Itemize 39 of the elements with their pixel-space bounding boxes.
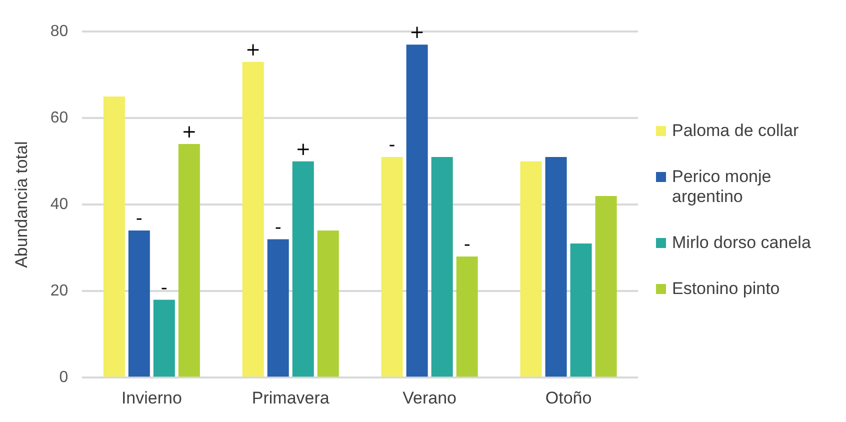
legend-label: Perico monje argentino: [672, 167, 772, 207]
bar: [317, 230, 339, 377]
bar: [103, 96, 125, 377]
data-label: -: [388, 134, 396, 156]
x-tick-label: Otoño: [545, 388, 592, 408]
data-label: -: [160, 277, 168, 298]
x-tick-label: Invierno: [121, 388, 182, 408]
data-label: -: [464, 234, 470, 256]
y-tick-label: 20: [50, 282, 68, 300]
bar: [456, 256, 478, 377]
legend-label: Estonino pinto: [672, 279, 780, 299]
bar: [153, 300, 175, 377]
y-axis-title: Abundancia total: [12, 141, 31, 268]
data-label: -: [136, 208, 142, 230]
legend-label: Paloma de collar: [672, 121, 799, 141]
bar: [520, 161, 542, 377]
y-tick-label: 80: [50, 23, 68, 40]
bar: [128, 230, 150, 377]
bar: [292, 161, 314, 377]
y-tick-label: 0: [59, 369, 68, 386]
y-tick-label: 60: [50, 110, 68, 127]
data-label: +: [182, 122, 197, 143]
legend-label: Mirlo dorso canela: [672, 233, 811, 253]
x-tick-label: Verano: [402, 388, 457, 408]
bar: [545, 157, 567, 377]
y-tick-label: 40: [50, 196, 68, 214]
bar: [406, 44, 428, 377]
bar: [267, 239, 289, 377]
bar: [570, 244, 592, 377]
data-label: +: [410, 22, 425, 44]
bar: [595, 196, 617, 377]
data-label: +: [246, 40, 261, 61]
bar: [381, 157, 403, 377]
bar: [431, 157, 453, 377]
bar: [178, 144, 200, 377]
bar: [242, 62, 264, 377]
data-label: -: [274, 216, 282, 238]
x-tick-label: Primavera: [252, 388, 330, 408]
data-label: +: [296, 139, 311, 160]
